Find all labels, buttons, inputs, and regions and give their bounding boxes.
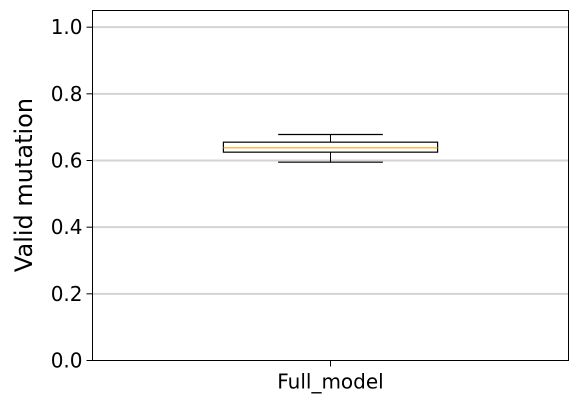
y-ticks: 0.0 0.2 0.4 0.6 0.8 1.0 [51,15,93,373]
plot-area-frame [92,10,569,361]
box-Full_model [222,133,439,163]
y-tick-label: 0.0 [51,349,83,373]
interquartile-box [222,141,439,153]
y-tick-label: 0.4 [51,215,83,239]
y-tick-label: 0.8 [51,82,83,106]
boxes [222,133,439,163]
x-ticks: Full_model [277,360,384,394]
x-tick-label: Full_model [277,370,383,394]
y-axis-label: Valid mutation [10,98,38,272]
y-tick-label: 0.2 [51,282,83,306]
y-tick-label: 0.6 [51,149,83,173]
y-tick-label: 1.0 [51,15,83,39]
